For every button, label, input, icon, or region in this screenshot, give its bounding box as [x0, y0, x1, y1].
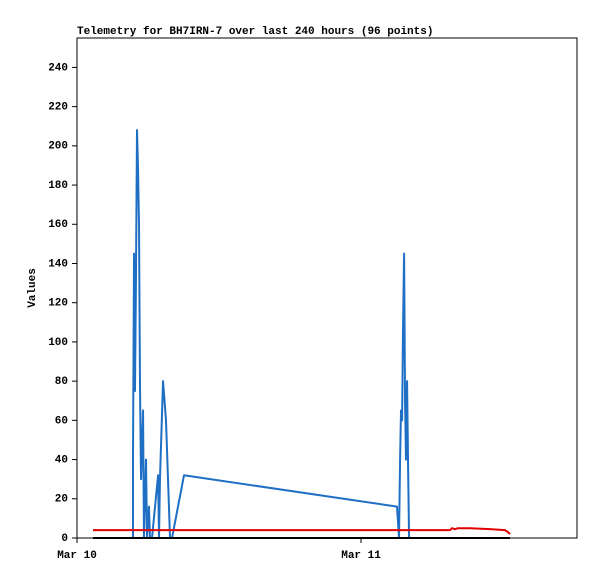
- y-tick-label: 0: [61, 533, 68, 545]
- y-tick-label: 120: [48, 298, 68, 310]
- y-tick-label: 100: [48, 337, 68, 349]
- y-axis-label: Values: [27, 268, 39, 308]
- y-tick-label: 240: [48, 62, 68, 74]
- data-line: [131, 129, 411, 539]
- y-tick-label: 20: [55, 494, 68, 506]
- data-line: [92, 527, 511, 535]
- y-tick-label: 220: [48, 102, 68, 114]
- plot-frame: [76, 37, 578, 539]
- chart-title: Telemetry for BH7IRN-7 over last 240 hou…: [77, 26, 433, 38]
- y-tick-label: 40: [55, 454, 68, 466]
- x-tick-label: Mar 10: [57, 550, 97, 562]
- y-tick-label: 140: [48, 258, 68, 270]
- y-tick-label: 180: [48, 180, 68, 192]
- x-tick-label: Mar 11: [341, 550, 381, 562]
- y-tick-label: 200: [48, 141, 68, 153]
- y-tick-label: 60: [55, 415, 68, 427]
- y-tick-label: 160: [48, 219, 68, 231]
- y-tick-label: 80: [55, 376, 68, 388]
